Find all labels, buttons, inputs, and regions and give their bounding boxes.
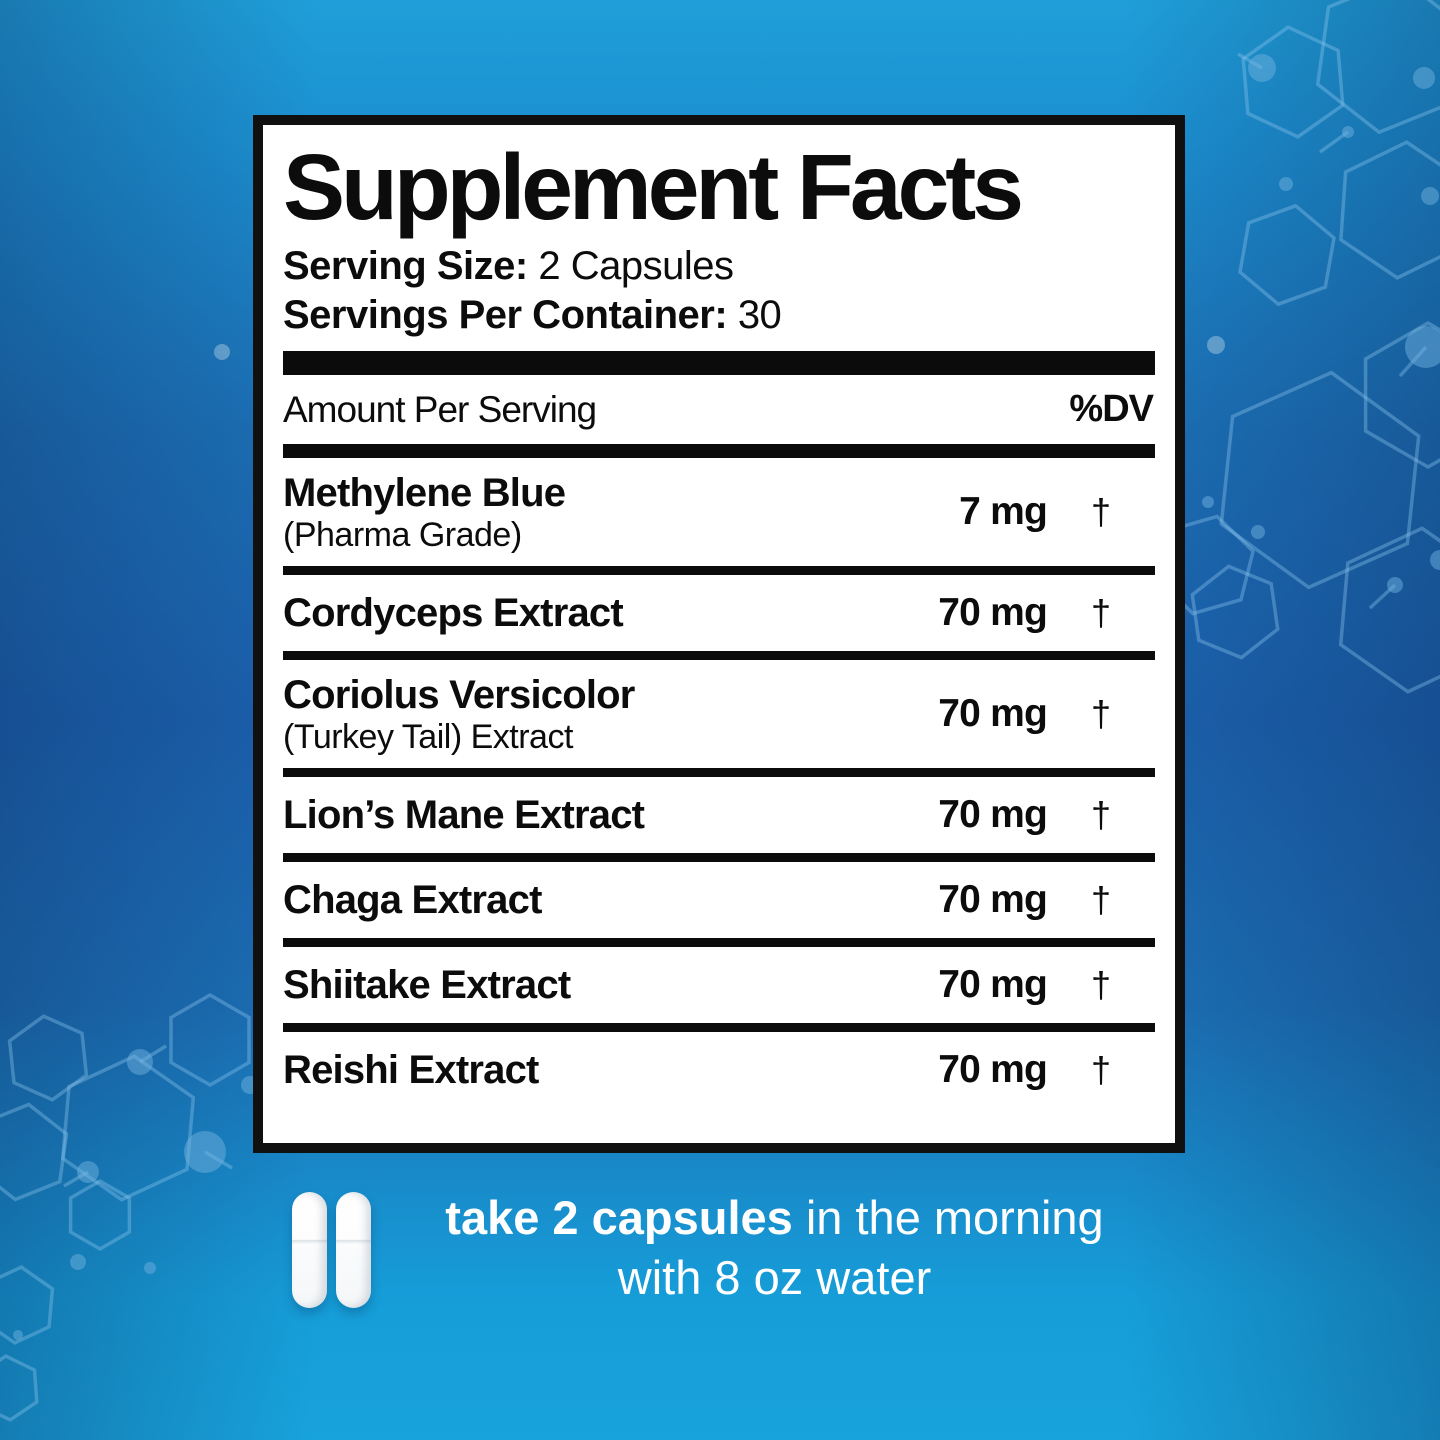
directions-line-2: with 8 oz water bbox=[617, 1251, 932, 1305]
ingredient-subname: (Pharma Grade) bbox=[283, 516, 522, 555]
directions-text: take 2 capsules in the morning with 8 oz… bbox=[377, 1188, 1172, 1308]
header-divider-bar bbox=[283, 444, 1155, 459]
capsule-icon bbox=[336, 1192, 371, 1308]
table-row: Cordyceps Extract 70 mg † bbox=[283, 575, 1155, 651]
table-row: Reishi Extract 70 mg † bbox=[283, 1032, 1155, 1108]
ingredient-amount: 70 mg bbox=[938, 692, 1048, 736]
directions-line1-rest: in the morning bbox=[792, 1191, 1104, 1244]
ingredient-dv: † bbox=[1090, 693, 1112, 735]
ingredient-name: Chaga Extract bbox=[283, 878, 542, 923]
ingredient-amount: 70 mg bbox=[938, 591, 1048, 635]
ingredient-name-block: Chaga Extract bbox=[283, 877, 877, 923]
ingredient-name: Cordyceps Extract bbox=[283, 591, 624, 636]
serving-size-value: 2 Capsules bbox=[538, 243, 734, 288]
table-row: Methylene Blue (Pharma Grade) 7 mg † bbox=[283, 458, 1155, 566]
capsule-icons bbox=[292, 1192, 371, 1308]
ingredient-name-block: Lion’s Mane Extract bbox=[283, 792, 877, 838]
ingredient-name-block: Cordyceps Extract bbox=[283, 590, 877, 636]
ingredient-dv: † bbox=[1090, 592, 1112, 634]
amount-per-serving-header: Amount Per Serving bbox=[283, 388, 597, 430]
row-divider bbox=[283, 566, 1155, 576]
row-divider bbox=[283, 651, 1155, 661]
ingredient-amount: 70 mg bbox=[938, 793, 1048, 837]
table-row: Coriolus Versicolor (Turkey Tail) Extrac… bbox=[283, 660, 1155, 768]
directions-line1-bold: take 2 capsules bbox=[445, 1191, 793, 1244]
ingredient-dv: † bbox=[1090, 491, 1112, 533]
row-divider bbox=[283, 938, 1155, 948]
ingredient-amount: 7 mg bbox=[959, 490, 1048, 534]
serving-size-line: Serving Size: 2 Capsules bbox=[283, 242, 1155, 291]
ingredient-dv: † bbox=[1090, 964, 1112, 1006]
ingredient-name-block: Methylene Blue (Pharma Grade) bbox=[283, 470, 877, 554]
table-row: Chaga Extract 70 mg † bbox=[283, 862, 1155, 938]
servings-per-container-label: Servings Per Container: bbox=[283, 292, 728, 337]
thick-divider-bar bbox=[283, 351, 1155, 376]
row-divider bbox=[283, 768, 1155, 778]
row-divider bbox=[283, 853, 1155, 863]
ingredient-name-block: Reishi Extract bbox=[283, 1047, 877, 1093]
table-row: Shiitake Extract 70 mg † bbox=[283, 947, 1155, 1023]
servings-per-container-value: 30 bbox=[737, 292, 782, 337]
servings-per-container-line: Servings Per Container: 30 bbox=[283, 291, 1155, 340]
ingredient-amount: 70 mg bbox=[938, 878, 1048, 922]
ingredient-name: Reishi Extract bbox=[283, 1048, 539, 1093]
ingredient-amount: 70 mg bbox=[938, 1048, 1048, 1092]
supplement-facts-panel: Supplement Facts Serving Size: 2 Capsule… bbox=[253, 115, 1185, 1153]
directions-line-1: take 2 capsules in the morning bbox=[377, 1188, 1172, 1248]
ingredient-dv: † bbox=[1090, 1049, 1112, 1091]
capsule-icon bbox=[292, 1192, 327, 1308]
ingredient-name: Methylene Blue bbox=[283, 471, 566, 516]
ingredient-dv: † bbox=[1090, 794, 1112, 836]
ingredient-subname: (Turkey Tail) Extract bbox=[283, 718, 573, 757]
ingredient-name-block: Coriolus Versicolor (Turkey Tail) Extrac… bbox=[283, 672, 877, 756]
ingredient-amount: 70 mg bbox=[938, 963, 1048, 1007]
percent-dv-header: %DV bbox=[1069, 388, 1154, 431]
directions-block: take 2 capsules in the morning with 8 oz… bbox=[292, 1188, 1172, 1308]
facts-rows: Methylene Blue (Pharma Grade) 7 mg † Cor… bbox=[283, 458, 1155, 1135]
ingredient-name: Coriolus Versicolor bbox=[283, 673, 635, 718]
ingredient-dv: † bbox=[1090, 879, 1112, 921]
row-divider bbox=[283, 1023, 1155, 1033]
table-header-row: Amount Per Serving %DV bbox=[283, 375, 1155, 444]
ingredient-name: Shiitake Extract bbox=[283, 963, 571, 1008]
ingredient-name-block: Shiitake Extract bbox=[283, 962, 877, 1008]
ingredient-name: Lion’s Mane Extract bbox=[283, 793, 645, 838]
serving-size-label: Serving Size: bbox=[283, 243, 528, 288]
table-row: Lion’s Mane Extract 70 mg † bbox=[283, 777, 1155, 853]
panel-title: Supplement Facts bbox=[283, 135, 1024, 239]
